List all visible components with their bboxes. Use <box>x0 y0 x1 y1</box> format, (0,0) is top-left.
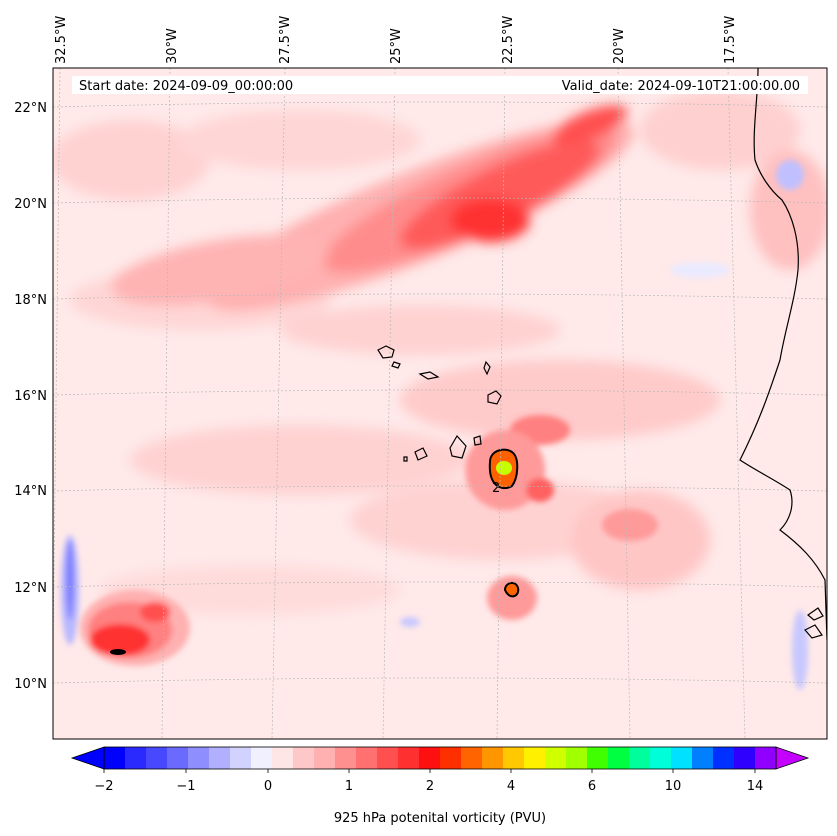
storm-small-core <box>503 582 520 598</box>
colorbar-cell <box>629 747 651 769</box>
colorbar-cell <box>692 747 714 769</box>
colorbar-cell <box>398 747 420 769</box>
colorbar-ticks <box>103 769 756 773</box>
latitude-labels: 22°N 20°N 18°N 16°N 14°N 12°N 10°N <box>14 101 47 692</box>
colorbar-cell <box>356 747 378 769</box>
lat-label: 12°N <box>14 581 47 596</box>
lat-label: 22°N <box>14 101 47 116</box>
lon-label: 30°W <box>165 28 180 64</box>
colorbar-tick-label: −2 <box>94 779 113 794</box>
longitude-labels: 32.5°W 30°W 27.5°W 25°W 22.5°W 20°W 17.5… <box>54 16 738 64</box>
colorbar-cell <box>230 747 252 769</box>
colorbar-cell <box>440 747 462 769</box>
lat-label: 16°N <box>14 389 47 404</box>
lat-label: 18°N <box>14 293 47 308</box>
colorbar-tick-label: 2 <box>426 779 434 794</box>
lon-label: 32.5°W <box>54 16 69 64</box>
colorbar-tick-label: −1 <box>176 779 195 794</box>
colorbar-cell <box>671 747 693 769</box>
colorbar-cell <box>167 747 189 769</box>
map-panel[interactable]: 2 <box>50 68 830 739</box>
colorbar-cell <box>377 747 399 769</box>
info-banner <box>72 76 808 94</box>
colorbar-cell <box>587 747 609 769</box>
colorbar-cell <box>713 747 735 769</box>
colorbar-cell <box>503 747 525 769</box>
colorbar-cell <box>146 747 168 769</box>
colorbar-cell <box>251 747 273 769</box>
lon-label: 27.5°W <box>278 16 293 64</box>
colorbar-cell <box>188 747 210 769</box>
colorbar-cell <box>524 747 546 769</box>
map-frame <box>52 67 828 740</box>
lon-label: 17.5°W <box>723 16 738 64</box>
lon-label: 20°W <box>612 28 627 64</box>
storm-eye <box>496 461 512 475</box>
valid-date-label: Valid_date: 2024-09-10T21:00:00.00 <box>562 79 800 94</box>
colorbar-cell <box>755 747 777 769</box>
colorbar-cell <box>461 747 483 769</box>
lon-label: 25°W <box>389 28 404 64</box>
colorbar-cell <box>419 747 441 769</box>
colorbar-tick-label: 0 <box>264 779 272 794</box>
lat-label: 14°N <box>14 484 47 499</box>
colorbar-label: 925 hPa potenital vorticity (PVU) <box>334 811 546 826</box>
colorbar-cell <box>608 747 630 769</box>
colorbar-frame <box>103 746 777 770</box>
colorbar-cell <box>482 747 504 769</box>
colorbar-tick-label: 6 <box>588 779 596 794</box>
pv-vortex-southwest <box>80 590 190 666</box>
colorbar-cell <box>314 747 336 769</box>
colorbar-tick-label: 14 <box>747 779 764 794</box>
start-date-label: Start date: 2024-09-09_00:00:00 <box>79 79 293 94</box>
lon-label: 22.5°W <box>501 16 516 64</box>
colorbar-cell <box>650 747 672 769</box>
colorbar-cell <box>104 747 126 769</box>
colorbar-extend-high <box>775 746 810 770</box>
colorbar-cell <box>734 747 756 769</box>
pv-band-north <box>111 105 634 311</box>
colorbar-tick-label: 10 <box>665 779 682 794</box>
pv-field-negative <box>61 160 808 690</box>
contour-label: 2 <box>492 481 500 496</box>
vortex-contour-southwest <box>110 649 126 655</box>
colorbar-tick-label: 4 <box>507 779 515 794</box>
colorbar-cell <box>566 747 588 769</box>
colorbar-extend-low <box>70 746 105 770</box>
colorbar-cells <box>104 747 777 769</box>
colorbar-cell <box>272 747 294 769</box>
colorbar-tick-label: 1 <box>345 779 353 794</box>
lat-label: 10°N <box>14 677 47 692</box>
colorbar: −2 −1 0 1 2 4 6 10 14 925 hPa potenital … <box>70 746 810 826</box>
colorbar-cell <box>335 747 357 769</box>
colorbar-cell <box>209 747 231 769</box>
colorbar-cell <box>125 747 147 769</box>
colorbar-cell <box>293 747 315 769</box>
lat-label: 20°N <box>14 197 47 212</box>
coastline <box>377 68 827 641</box>
colorbar-cell <box>545 747 567 769</box>
